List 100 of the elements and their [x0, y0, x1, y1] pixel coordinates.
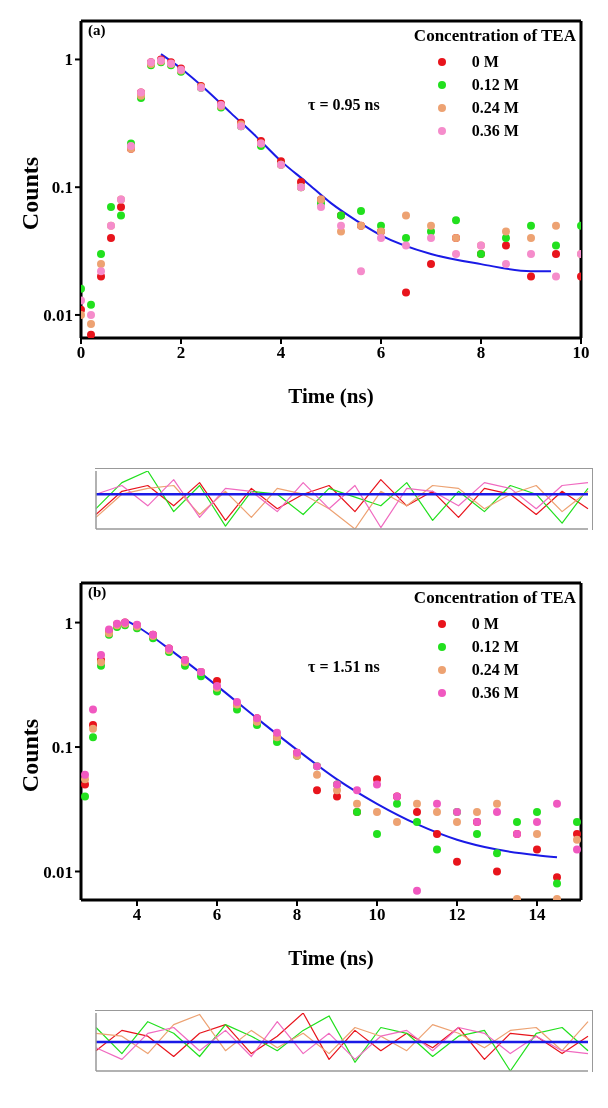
- point: [502, 260, 510, 269]
- y-tick-label: 0.01: [43, 305, 73, 325]
- x-axis-title: Time (ns): [288, 383, 374, 408]
- point: [87, 319, 95, 328]
- point: [573, 835, 581, 844]
- point: [373, 830, 381, 839]
- point: [87, 300, 95, 309]
- point: [553, 873, 561, 882]
- point: [427, 221, 435, 230]
- point: [552, 221, 560, 230]
- point: [473, 808, 481, 817]
- point: [402, 288, 410, 297]
- x-tick-label: 10: [572, 343, 590, 363]
- x-tick-label: 8: [476, 343, 486, 363]
- point: [413, 817, 421, 826]
- point: [493, 849, 501, 858]
- point: [452, 250, 460, 258]
- point: [433, 799, 441, 808]
- y-axis-title: Counts: [16, 717, 44, 795]
- point: [502, 241, 510, 250]
- point: [452, 216, 460, 225]
- point: [313, 770, 321, 779]
- point: [553, 879, 561, 888]
- point: [353, 799, 361, 808]
- point: [402, 211, 410, 220]
- point: [413, 799, 421, 808]
- point: [373, 808, 381, 817]
- legend-label: 0.12 M: [471, 637, 519, 656]
- y-tick-label: 1: [64, 50, 73, 70]
- y-tick-label: 0.1: [51, 738, 73, 758]
- point: [413, 886, 421, 895]
- y-tick-label: 0.01: [43, 862, 73, 882]
- point: [107, 202, 115, 211]
- point: [553, 799, 561, 808]
- point: [333, 792, 341, 801]
- point: [97, 250, 105, 258]
- annotation: (b): [88, 584, 107, 601]
- point: [533, 845, 541, 854]
- point: [433, 808, 441, 817]
- x-tick-label: 2: [176, 343, 186, 363]
- point: [573, 817, 581, 826]
- point: [273, 728, 281, 737]
- x-tick-label: 4: [132, 905, 142, 925]
- point: [493, 799, 501, 808]
- point: [573, 845, 581, 854]
- point: [357, 207, 365, 216]
- point: [402, 241, 410, 250]
- point: [81, 770, 89, 779]
- point: [107, 234, 115, 243]
- y-tick-label: 0.1: [51, 178, 73, 198]
- point: [513, 817, 521, 826]
- annotation: τ = 0.95 ns: [308, 96, 380, 114]
- point: [373, 780, 381, 789]
- legend-label: 0.36 M: [471, 683, 519, 702]
- point: [97, 267, 105, 276]
- point: [533, 808, 541, 817]
- point: [89, 733, 97, 742]
- point: [427, 260, 435, 269]
- point: [493, 808, 501, 817]
- y-axis-title: Counts: [16, 155, 44, 233]
- legend-label: 0.24 M: [471, 98, 519, 117]
- point: [427, 234, 435, 243]
- point: [393, 817, 401, 826]
- point: [117, 211, 125, 220]
- annotation: τ = 1.51 ns: [308, 658, 380, 676]
- point: [552, 250, 560, 258]
- legend-label: 0.36 M: [471, 121, 519, 140]
- x-axis-title: Time (ns): [288, 945, 374, 970]
- point: [433, 845, 441, 854]
- point: [353, 786, 361, 795]
- point: [533, 817, 541, 826]
- legend-title: Concentration of TEA: [413, 588, 576, 608]
- legend-label: 0 M: [471, 614, 499, 633]
- legend-label: 0 M: [471, 52, 499, 71]
- point: [81, 792, 89, 801]
- point: [402, 234, 410, 243]
- x-tick-label: 10: [368, 905, 386, 925]
- point: [357, 267, 365, 276]
- point: [527, 250, 535, 258]
- x-tick-label: 0: [76, 343, 86, 363]
- point: [377, 234, 385, 243]
- point: [87, 330, 95, 338]
- annotation: (a): [88, 22, 106, 39]
- point: [527, 272, 535, 281]
- point: [313, 786, 321, 795]
- point: [527, 234, 535, 243]
- point: [87, 310, 95, 319]
- point: [493, 867, 501, 876]
- x-tick-label: 12: [448, 905, 466, 925]
- y-tick-label: 1: [64, 613, 73, 633]
- point: [89, 705, 97, 714]
- legend-title: Concentration of TEA: [413, 26, 576, 46]
- point: [527, 221, 535, 230]
- point: [453, 857, 461, 866]
- point: [552, 241, 560, 250]
- point: [473, 830, 481, 839]
- legend-label: 0.12 M: [471, 75, 519, 94]
- point: [413, 808, 421, 817]
- point: [552, 272, 560, 281]
- point: [97, 650, 105, 659]
